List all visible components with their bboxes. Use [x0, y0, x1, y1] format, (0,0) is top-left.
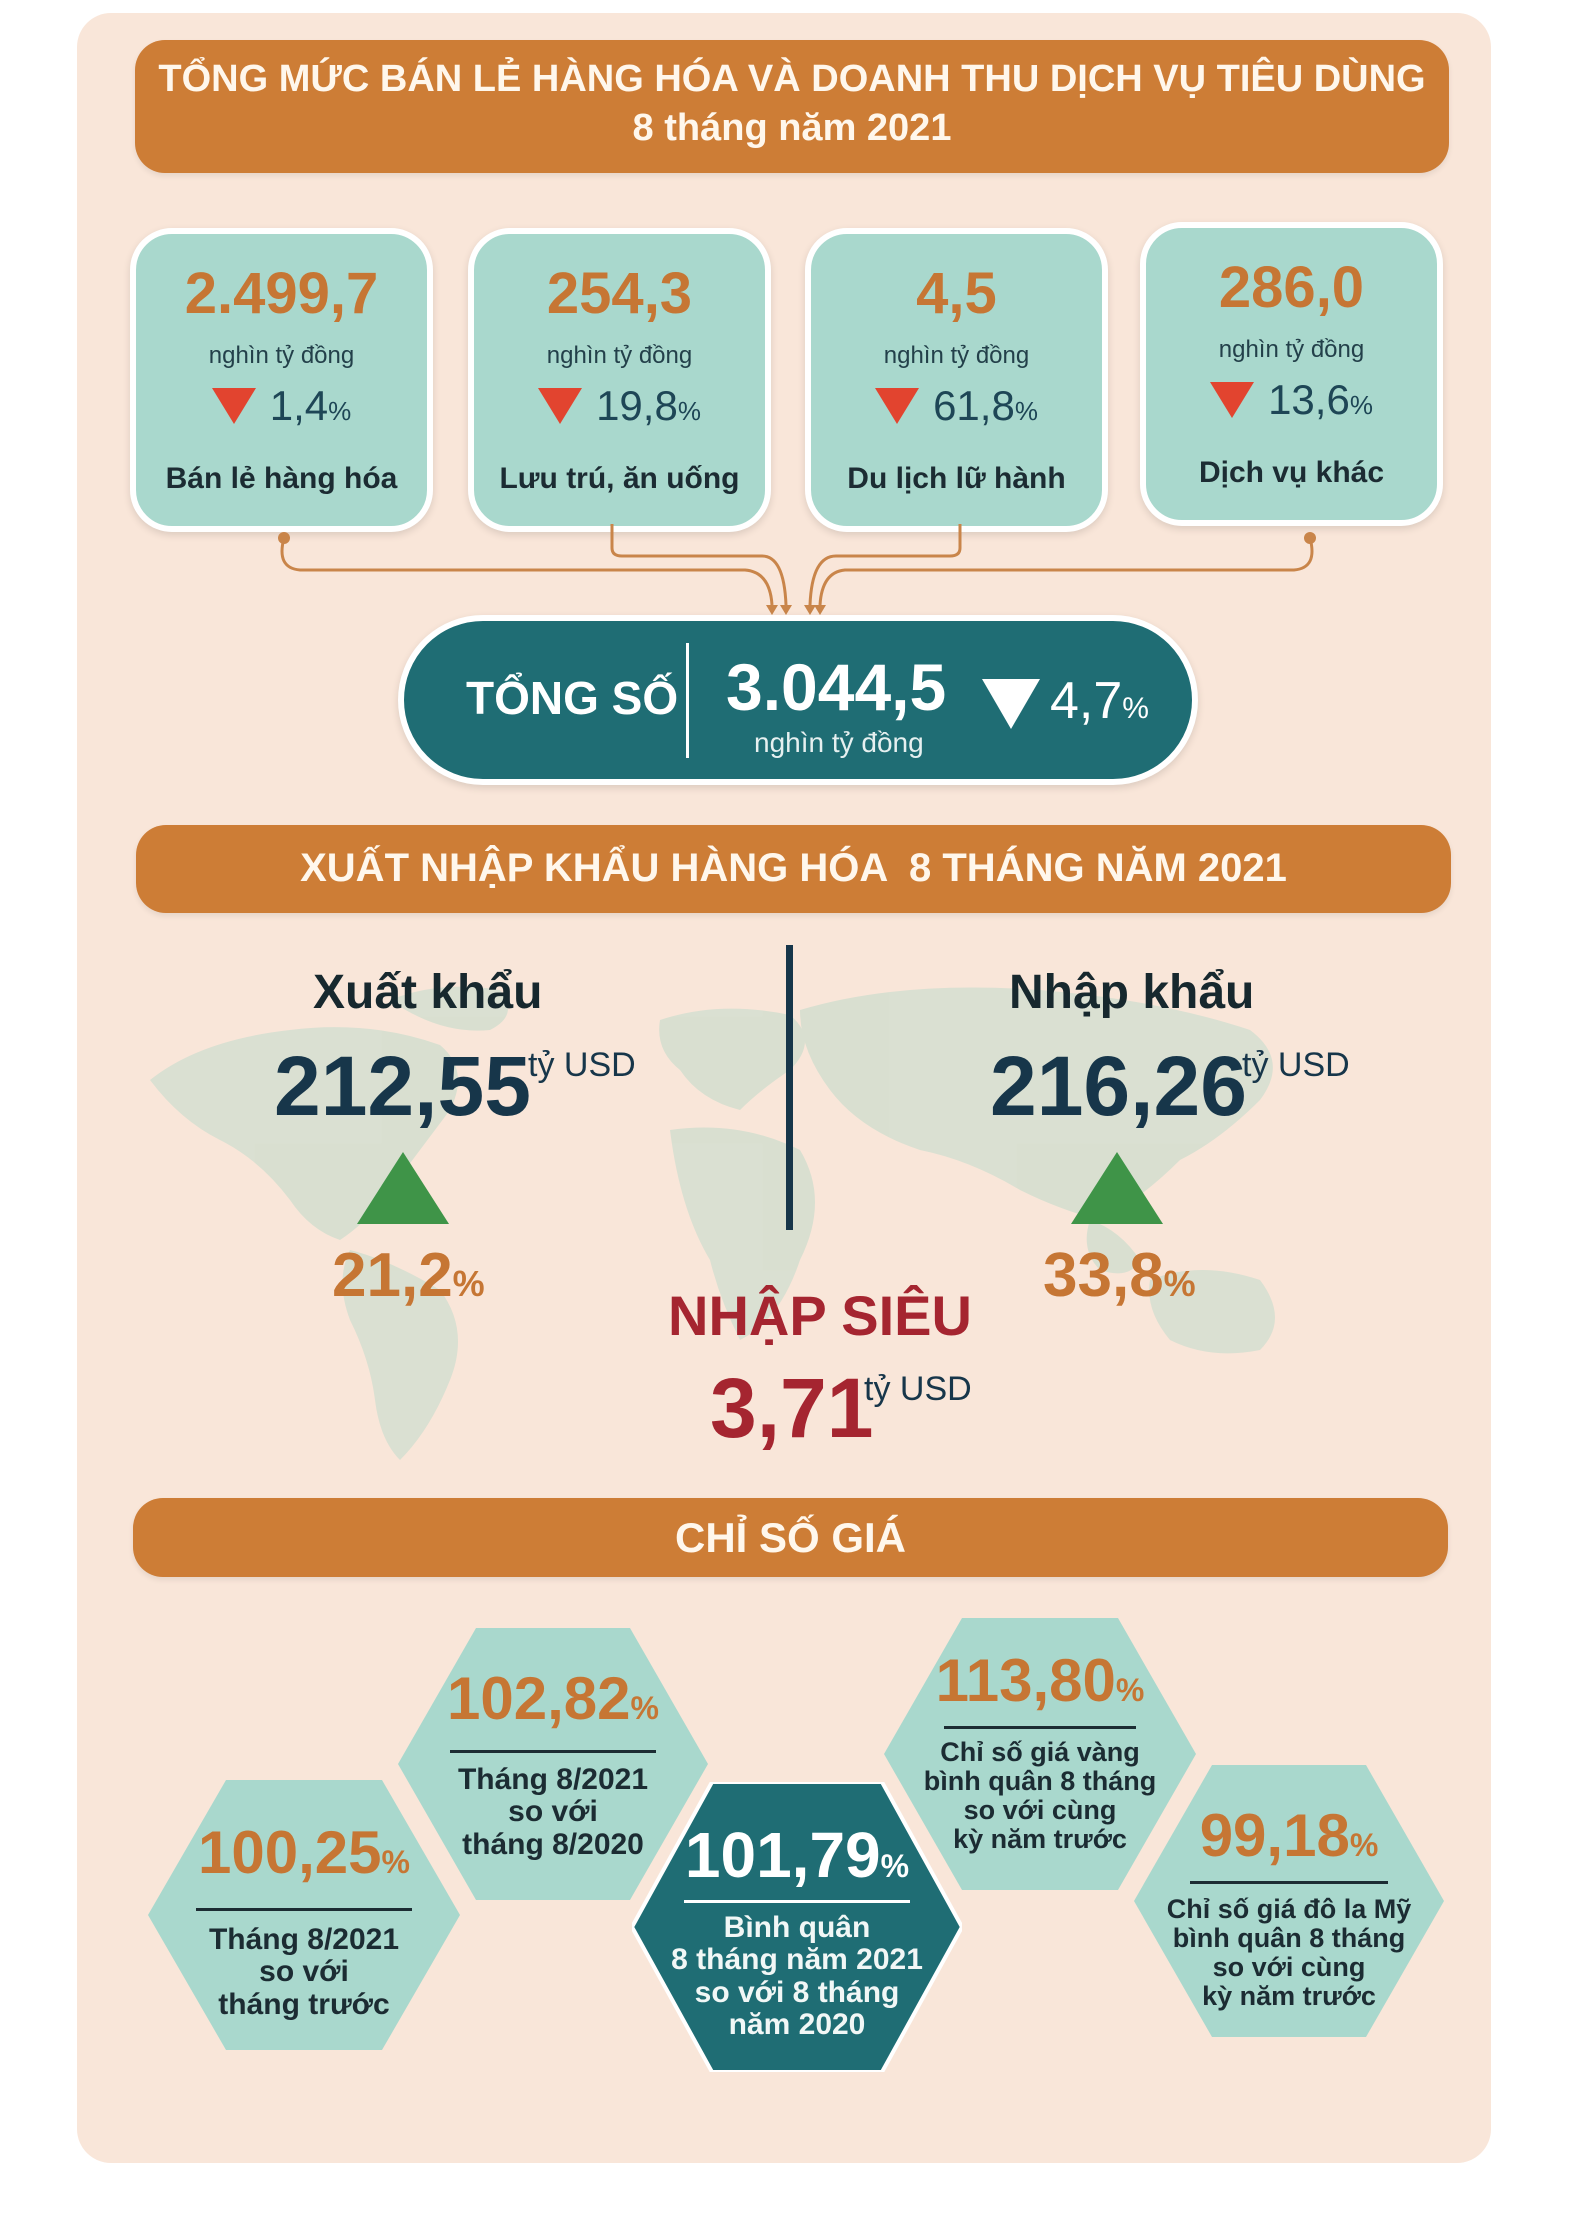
- hex-value: 101,79%: [684, 1819, 910, 1891]
- increase-triangle-icon: [357, 1152, 449, 1224]
- card-change: 13,6%: [1268, 376, 1373, 423]
- decrease-triangle-icon: [211, 388, 256, 424]
- hex-description: Tháng 8/2021 so với tháng trước: [208, 1923, 400, 2021]
- price-index-hex-gold: 113,80% Chỉ số giá vàng bình quân 8 tháng…: [884, 1618, 1196, 1890]
- export-unit: tỷ USD: [528, 1046, 636, 1084]
- export-value: 212,55: [274, 1039, 531, 1133]
- decrease-triangle-icon: [538, 388, 583, 424]
- card-retail-goods: 2.499,7 nghìn tỷ đồng 1,4% Bán lẻ hàng h…: [130, 228, 433, 532]
- decrease-triangle-icon: [875, 388, 920, 424]
- total-change: 4,7%: [1050, 672, 1149, 730]
- decrease-triangle-icon: [1210, 382, 1255, 418]
- hex-description: Chỉ số giá đô la Mỹ bình quân 8 tháng so v…: [1166, 1894, 1412, 2012]
- price-index-hex-cpi-year: 102,82% Tháng 8/2021 so với tháng 8/2020: [398, 1628, 708, 1900]
- total-label: TỔNG SỐ: [466, 672, 679, 724]
- export-label: Xuất khẩu: [313, 966, 543, 1019]
- hex-description: Bình quân 8 tháng năm 2021 so với 8 tháng n…: [671, 1911, 923, 2042]
- import-change: 33,8%: [1043, 1241, 1196, 1310]
- card-other-services: 286,0 nghìn tỷ đồng 13,6% Dịch vụ khác: [1140, 222, 1443, 526]
- hexagon-shape: [1134, 1765, 1444, 2037]
- price-index-hex-cpi-average: 101,79% Bình quân 8 tháng năm 2021 so với …: [632, 1782, 962, 2072]
- card-unit: nghìn tỷ đồng: [1218, 336, 1365, 363]
- import-unit: tỷ USD: [1242, 1046, 1350, 1084]
- import-value: 216,26: [990, 1039, 1247, 1133]
- card-accommodation: 254,3 nghìn tỷ đồng 19,8% Lưu trú, ăn uố…: [468, 228, 771, 532]
- hex-value: 100,25%: [198, 1819, 410, 1886]
- hex-rule: [944, 1726, 1136, 1729]
- hex-value: 99,18%: [1199, 1802, 1379, 1869]
- trade-deficit-label: NHẬP SIÊU: [668, 1284, 972, 1347]
- price-index-title: CHỈ SỐ GIÁ: [674, 1514, 907, 1561]
- card-value: 286,0: [1218, 255, 1365, 320]
- price-index-hex-usd: 99,18% Chỉ số giá đô la Mỹ bình quân 8 th…: [1134, 1765, 1444, 2037]
- card-label: Lưu trú, ăn uống: [499, 462, 740, 495]
- trade-title: XUẤT NHẬP KHẨU HÀNG HÓA 8 THÁNG NĂM 2021: [300, 846, 1287, 890]
- total-unit: nghìn tỷ đồng: [754, 727, 924, 758]
- total-summary: TỔNG SỐ 3.044,5 nghìn tỷ đồng 4,7%: [398, 615, 1198, 785]
- increase-triangle-icon: [1071, 1152, 1163, 1224]
- card-change: 61,8%: [933, 382, 1038, 429]
- export-change: 21,2%: [332, 1241, 485, 1310]
- hex-rule: [450, 1750, 656, 1753]
- price-index-hex-cpi-month: 100,25% Tháng 8/2021 so với tháng trước: [148, 1780, 460, 2050]
- hexagon-shape: [632, 1782, 962, 2072]
- trade-deficit-value: 3,71: [710, 1361, 874, 1455]
- total-value: 3.044,5: [726, 650, 947, 724]
- hexagon-shape: [884, 1618, 1196, 1890]
- hex-description: Tháng 8/2021 so với tháng 8/2020: [457, 1763, 649, 1861]
- card-label: Dịch vụ khác: [1198, 456, 1385, 489]
- decrease-triangle-icon: [982, 679, 1040, 729]
- hex-rule: [1190, 1881, 1388, 1884]
- card-connector-lines: [278, 524, 1316, 615]
- card-unit: nghìn tỷ đồng: [546, 342, 693, 369]
- card-value: 254,3: [546, 261, 693, 326]
- card-travel: 4,5 nghìn tỷ đồng 61,8% Du lịch lữ hành: [805, 228, 1108, 532]
- card-unit: nghìn tỷ đồng: [208, 342, 355, 369]
- total-divider: [686, 643, 689, 758]
- hex-value: 113,80%: [935, 1647, 1145, 1714]
- hex-value: 102,82%: [447, 1665, 659, 1732]
- card-value: 2.499,7: [184, 261, 379, 326]
- card-value: 4,5: [916, 261, 997, 326]
- card-change: 19,8%: [596, 382, 701, 429]
- hex-rule: [684, 1900, 910, 1903]
- hex-rule: [196, 1908, 412, 1911]
- trade-deficit-unit: tỷ USD: [864, 1370, 972, 1408]
- card-label: Du lịch lữ hành: [847, 462, 1066, 495]
- retail-title-banner: TỔNG MỨC BÁN LẺ HÀNG HÓA VÀ DOANH THU DỊ…: [135, 40, 1449, 173]
- price-index-title-banner: CHỈ SỐ GIÁ: [133, 1498, 1448, 1577]
- card-unit: nghìn tỷ đồng: [883, 342, 1030, 369]
- retail-title: TỔNG MỨC BÁN LẺ HÀNG HÓA VÀ DOANH THU DỊ…: [158, 58, 1426, 100]
- retail-subtitle: 8 tháng năm 2021: [632, 107, 952, 149]
- trade-divider: [786, 945, 793, 1230]
- hexagon-shape: [398, 1628, 708, 1900]
- hexagon-shape: [148, 1780, 460, 2050]
- import-label: Nhập khẩu: [1009, 966, 1255, 1019]
- trade-title-banner: XUẤT NHẬP KHẨU HÀNG HÓA 8 THÁNG NĂM 2021: [136, 825, 1451, 913]
- card-label: Bán lẻ hàng hóa: [165, 462, 398, 495]
- card-change: 1,4%: [269, 382, 352, 429]
- hex-description: Chỉ số giá vàng bình quân 8 tháng so với c…: [923, 1737, 1157, 1855]
